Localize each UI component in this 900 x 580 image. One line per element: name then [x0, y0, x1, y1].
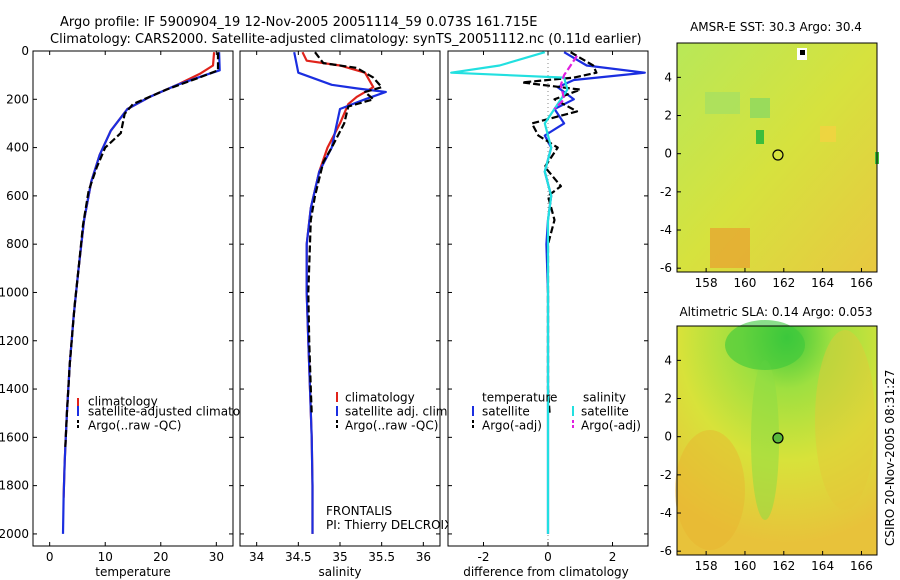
sst-map-frame — [676, 42, 878, 273]
map-x-tick-label: 160 — [734, 276, 757, 290]
side-label: CSIRO 20-Nov-2005 08:31:27 — [883, 370, 897, 546]
map-y-tick-label: -6 — [660, 544, 672, 558]
map-x-tick-label: 162 — [772, 276, 795, 290]
temperature-panel: 0 10 20 30 0 200 400 600 800 1000 1200 1400 1600 1800… — [0, 44, 266, 579]
x-tick-label: 30 — [209, 550, 224, 564]
annotation-pi: PI: Thierry DELCROIX — [326, 518, 452, 532]
temperature-axes — [32, 50, 234, 547]
y-tick-label: 600 — [6, 189, 29, 203]
map-y-tick-label: -4 — [660, 506, 672, 520]
difference-legend-item: Argo(-adj) — [581, 419, 641, 433]
series-line-salinity-satellite — [450, 51, 569, 534]
sla-map-frame — [676, 325, 878, 556]
x-tick-label: 2 — [609, 550, 617, 564]
y-tick-label: 400 — [6, 141, 29, 155]
salinity-xlabel: salinity — [318, 565, 361, 579]
map-y-tick-label: -2 — [660, 468, 672, 482]
difference-legend-item: satellite — [482, 405, 530, 419]
y-tick-label: 1600 — [0, 430, 29, 444]
header-line2: Climatology: CARS2000. Satellite-adjuste… — [50, 32, 642, 47]
y-tick-label: 1400 — [0, 382, 29, 396]
map-x-tick-label: 166 — [850, 559, 873, 573]
difference-panel: -2 0 2 difference from climatology tempera… — [447, 50, 649, 579]
x-tick-label: 34 — [249, 550, 264, 564]
map-y-tick-label: 0 — [664, 430, 672, 444]
temperature-legend-item: satellite-adjusted climatology — [88, 405, 266, 419]
map-y-tick-label: 2 — [664, 392, 672, 406]
map-x-tick-label: 158 — [695, 276, 718, 290]
y-tick-label: 0 — [21, 44, 29, 58]
y-tick-label: 1800 — [0, 479, 29, 493]
salinity-legend-item: climatology — [345, 391, 415, 405]
difference-legend-title-temperature: temperature — [482, 391, 557, 405]
sla-map-patches — [675, 320, 875, 550]
sla-argo-marker — [772, 432, 784, 444]
difference-legend: temperature salinity satellite Argo(-adj… — [472, 391, 641, 433]
map-x-tick-label: 164 — [811, 559, 834, 573]
salinity-legend: climatology satellite adj. clim. Argo(..… — [336, 391, 451, 433]
y-tick-label: 800 — [6, 237, 29, 251]
y-tick-label: 2000 — [0, 527, 29, 541]
salinity-legend-item: satellite adj. clim. — [345, 405, 451, 419]
difference-xlabel: difference from climatology — [463, 565, 629, 579]
difference-legend-item: satellite — [581, 405, 629, 419]
x-tick-label: 35.5 — [368, 550, 395, 564]
difference-legend-title-salinity: salinity — [583, 391, 626, 405]
temperature-legend-item: climatology — [88, 395, 158, 409]
annotation-frontalis: FRONTALIS — [326, 504, 392, 518]
map-y-tick-label: -2 — [660, 185, 672, 199]
y-tick-label: 1200 — [0, 334, 29, 348]
map-x-tick-label: 164 — [811, 276, 834, 290]
salinity-panel: 34 34.5 35 35.5 36 salinity climatology sate… — [239, 50, 452, 579]
y-tick-label: 200 — [6, 92, 29, 106]
x-tick-label: 10 — [98, 550, 113, 564]
x-tick-label: 0 — [46, 550, 54, 564]
map-x-tick-label: 158 — [695, 559, 718, 573]
x-tick-label: 35 — [332, 550, 347, 564]
x-tick-label: 34.5 — [285, 550, 312, 564]
series-line-argo-raw-qc- — [307, 51, 383, 414]
sst-map-title: AMSR-E SST: 30.3 Argo: 30.4 — [690, 20, 862, 34]
map-x-tick-label: 166 — [850, 276, 873, 290]
map-y-tick-label: 4 — [664, 70, 672, 84]
sla-map-panel: Altimetric SLA: 0.14 Argo: 0.053 158 160 1… — [660, 305, 878, 573]
sst-map-patches — [705, 48, 879, 268]
map-y-tick-label: -6 — [660, 261, 672, 275]
map-x-tick-label: 162 — [772, 559, 795, 573]
y-tick-label: 1000 — [0, 285, 29, 299]
temperature-legend-item: Argo(..raw -QC) — [88, 419, 181, 433]
map-y-tick-label: 0 — [664, 147, 672, 161]
temperature-xlabel: temperature — [95, 565, 170, 579]
series-line-salinity-argo-adj- — [553, 55, 578, 110]
x-tick-label: 20 — [153, 550, 168, 564]
salinity-legend-item: Argo(..raw -QC) — [345, 419, 438, 433]
temperature-legend: climatology satellite-adjusted climatolo… — [77, 395, 266, 433]
map-x-tick-label: 160 — [734, 559, 757, 573]
sla-map-title: Altimetric SLA: 0.14 Argo: 0.053 — [679, 305, 872, 319]
difference-legend-item: Argo(-adj) — [482, 419, 542, 433]
header-line1: Argo profile: IF 5900904_19 12-Nov-2005 … — [60, 15, 538, 30]
map-y-tick-label: 4 — [664, 353, 672, 367]
map-y-tick-label: -4 — [660, 223, 672, 237]
x-tick-label: 0 — [544, 550, 552, 564]
x-tick-label: -2 — [477, 550, 489, 564]
map-y-tick-label: 2 — [664, 109, 672, 123]
x-tick-label: 36 — [416, 550, 431, 564]
sst-map-field — [677, 43, 877, 272]
series-line-argo-raw-qc- — [64, 52, 220, 450]
sst-map-panel: AMSR-E SST: 30.3 Argo: 30.4 158 160 162 164… — [660, 20, 879, 290]
sst-argo-marker — [772, 149, 784, 161]
